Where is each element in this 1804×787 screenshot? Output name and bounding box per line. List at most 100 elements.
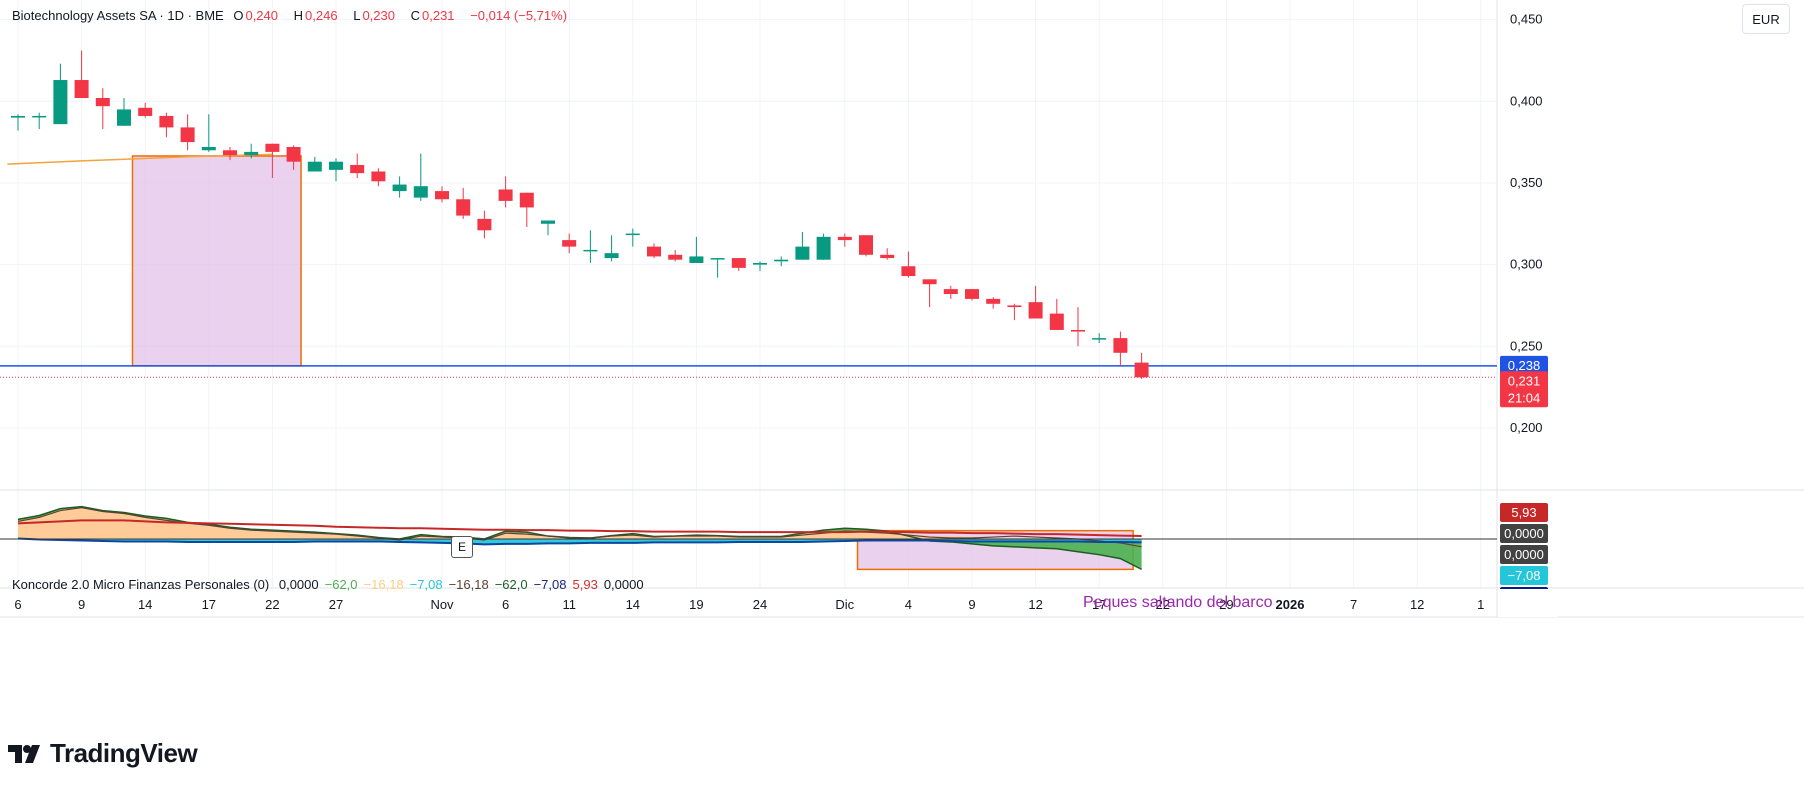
indicator-red-line xyxy=(17,519,1142,538)
x-tick-label: 22 xyxy=(1156,597,1170,612)
symbol-header: Biotechnology Assets SA · 1D · BME O 0,24… xyxy=(12,8,573,23)
candle-body xyxy=(477,218,492,231)
candle-body xyxy=(329,161,343,170)
candle-body xyxy=(117,109,131,126)
candle-body xyxy=(1134,362,1149,378)
symbol-title: Biotechnology Assets SA · 1D · BME xyxy=(12,8,224,23)
candle-body xyxy=(604,253,619,259)
candle-body xyxy=(32,115,47,118)
candle-body xyxy=(943,289,958,294)
candle-body xyxy=(710,258,725,260)
candle-body xyxy=(837,236,852,241)
indicator-badge: 5,93 xyxy=(1511,505,1536,520)
x-tick-label: 12 xyxy=(1028,597,1042,612)
candle-body xyxy=(371,171,386,182)
candle-body xyxy=(1007,305,1022,308)
candle-body xyxy=(180,127,195,143)
candle-body xyxy=(1092,338,1107,340)
candle-body xyxy=(519,192,534,208)
high-value: 0,246 xyxy=(305,8,338,23)
candle-body xyxy=(859,235,873,255)
candle-body xyxy=(668,254,683,260)
indicator-badge-bg xyxy=(1500,503,1548,522)
candle-body xyxy=(731,258,746,268)
candle-body xyxy=(138,107,153,116)
x-tick-label: 19 xyxy=(689,597,703,612)
candle-body xyxy=(435,191,449,200)
change-value: −0,014 (−5,71%) xyxy=(470,8,568,23)
y-tick-label: 0,450 xyxy=(1510,12,1543,27)
candle-body xyxy=(689,256,704,263)
candle-body xyxy=(350,164,365,174)
low-value: 0,230 xyxy=(362,8,395,23)
last-price-label-bg xyxy=(1500,371,1548,408)
indicator-value: 0,0000 xyxy=(278,577,319,592)
x-tick-label: 22 xyxy=(265,597,279,612)
candle-body xyxy=(583,249,598,252)
indicator-badge: −7,08 xyxy=(1508,568,1541,583)
candle-body xyxy=(922,279,937,285)
candle-body xyxy=(223,150,237,156)
candle-body xyxy=(413,186,428,198)
indicator-annotation: Peques saltando del barco xyxy=(1083,594,1273,611)
tradingview-logo[interactable]: TradingView xyxy=(8,738,198,769)
x-tick-label: 27 xyxy=(329,597,343,612)
candle-body xyxy=(753,262,767,265)
x-tick-label: 11 xyxy=(562,597,576,612)
horizontal-line-price-label-bg xyxy=(1500,355,1548,375)
candle-body xyxy=(774,259,789,262)
y-tick-label: 0,200 xyxy=(1510,420,1543,435)
candle-body xyxy=(562,240,577,247)
candle-body xyxy=(1071,329,1085,332)
x-tick-label: 7 xyxy=(1350,597,1357,612)
candle-body xyxy=(74,80,89,98)
candle-body xyxy=(392,184,407,192)
x-tick-label: 1 xyxy=(1477,597,1484,612)
currency-button[interactable]: EUR xyxy=(1742,4,1790,34)
candle-body xyxy=(1049,313,1064,330)
x-tick-label: 17 xyxy=(1092,597,1106,612)
indicator-value: 0,0000 xyxy=(603,577,644,592)
low-label: L xyxy=(353,8,361,23)
indicator-badge-bg xyxy=(1500,545,1548,564)
indicator-value: −7,08 xyxy=(409,577,443,592)
x-tick-label: 14 xyxy=(138,597,152,612)
candle-body xyxy=(880,254,895,259)
tradingview-logo-icon xyxy=(8,744,40,763)
candle-body xyxy=(201,147,216,151)
indicator-header[interactable]: Koncorde 2.0 Micro Finanzas Personales (… xyxy=(12,577,656,592)
candle-body xyxy=(1113,338,1128,353)
candle-body xyxy=(456,199,471,216)
indicator-badge: 0,0000 xyxy=(1504,526,1544,541)
earnings-marker[interactable]: E xyxy=(451,536,473,558)
close-label: C xyxy=(410,8,420,23)
candle-body xyxy=(159,115,174,128)
indicator-value: −7,08 xyxy=(533,577,567,592)
axis-mask xyxy=(1498,589,1558,617)
drawing-rectangle xyxy=(131,155,302,367)
candle-body xyxy=(286,147,301,162)
indicator-value: −16,18 xyxy=(363,577,404,592)
indicator-value: 5,93 xyxy=(572,577,598,592)
candle-body xyxy=(541,220,555,224)
x-tick-label: 14 xyxy=(626,597,640,612)
candle-body xyxy=(95,98,110,107)
indicator-value: −16,18 xyxy=(448,577,489,592)
x-tick-label: Nov xyxy=(430,597,454,612)
x-tick-label: 17 xyxy=(202,597,216,612)
last-price-label: 0,231 xyxy=(1508,373,1541,388)
tradingview-logo-text: TradingView xyxy=(50,738,198,768)
candle-body xyxy=(625,233,640,236)
x-tick-label: 6 xyxy=(14,597,21,612)
candle-body xyxy=(816,236,831,260)
candle-body xyxy=(1028,302,1043,319)
candle-body xyxy=(901,266,916,277)
y-tick-label: 0,350 xyxy=(1510,175,1543,190)
last-price-label-sub: 21:04 xyxy=(1508,390,1541,405)
y-tick-label: 0,300 xyxy=(1510,257,1543,272)
candle-body xyxy=(795,246,810,260)
candle-body xyxy=(11,115,25,118)
candle-body xyxy=(498,189,513,201)
x-tick-label: 24 xyxy=(753,597,767,612)
